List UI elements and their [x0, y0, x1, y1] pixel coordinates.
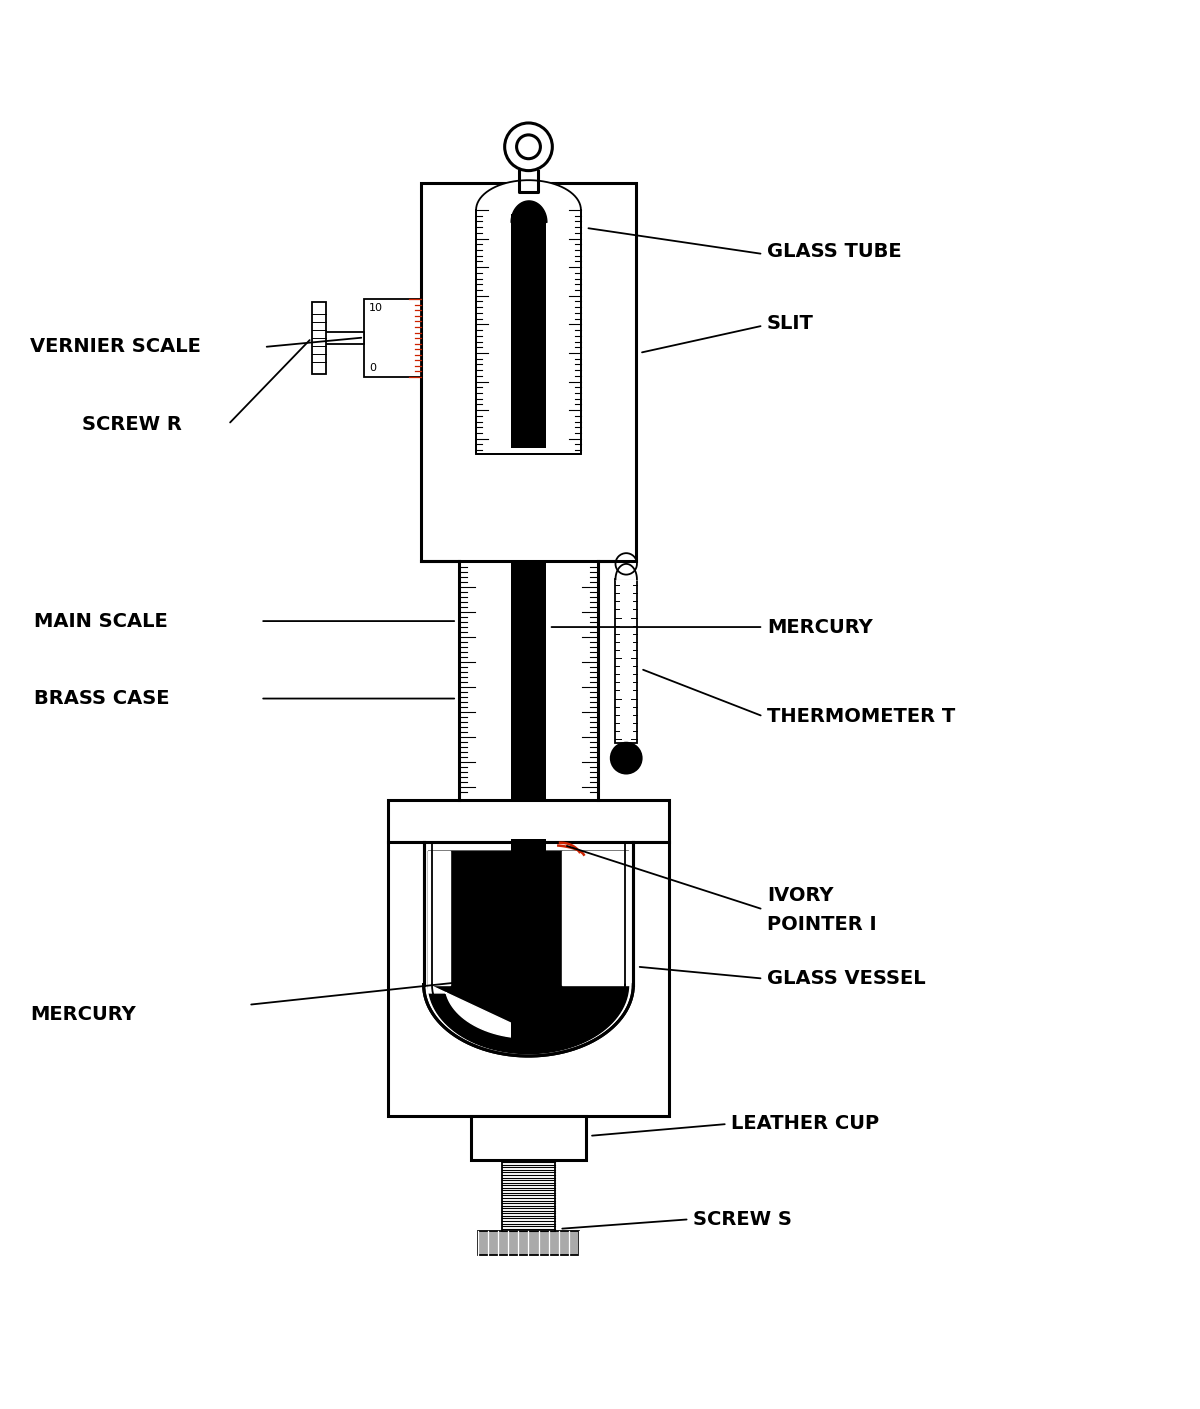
Text: GLASS VESSEL: GLASS VESSEL [767, 969, 925, 988]
FancyBboxPatch shape [511, 214, 546, 448]
FancyBboxPatch shape [388, 800, 670, 841]
Text: MERCURY: MERCURY [767, 617, 872, 637]
Text: SCREW R: SCREW R [82, 416, 181, 434]
FancyBboxPatch shape [511, 221, 546, 448]
Text: GLASS TUBE: GLASS TUBE [767, 242, 901, 261]
FancyBboxPatch shape [616, 579, 637, 743]
Text: VERNIER SCALE: VERNIER SCALE [30, 338, 202, 356]
Circle shape [516, 135, 540, 159]
FancyBboxPatch shape [319, 333, 364, 344]
Polygon shape [562, 851, 629, 985]
Text: POINTER I: POINTER I [767, 916, 876, 934]
Text: 0: 0 [368, 364, 376, 373]
Text: BRASS CASE: BRASS CASE [34, 689, 169, 709]
Text: 10: 10 [368, 303, 383, 313]
Text: SCREW S: SCREW S [692, 1210, 792, 1229]
Text: MAIN SCALE: MAIN SCALE [34, 612, 168, 631]
FancyBboxPatch shape [479, 1231, 578, 1255]
Text: MERCURY: MERCURY [30, 1005, 136, 1024]
Polygon shape [428, 985, 541, 1038]
FancyBboxPatch shape [511, 562, 546, 800]
FancyBboxPatch shape [511, 840, 546, 1050]
Polygon shape [428, 851, 629, 1054]
Text: THERMOMETER T: THERMOMETER T [767, 707, 955, 726]
FancyBboxPatch shape [364, 299, 421, 376]
FancyBboxPatch shape [476, 210, 581, 454]
Text: IVORY: IVORY [767, 886, 833, 905]
Circle shape [611, 743, 642, 774]
Circle shape [505, 123, 552, 170]
FancyBboxPatch shape [388, 841, 670, 1116]
Text: LEATHER CUP: LEATHER CUP [731, 1115, 880, 1133]
Text: SLIT: SLIT [767, 314, 814, 333]
FancyBboxPatch shape [312, 303, 326, 373]
FancyBboxPatch shape [421, 183, 636, 562]
Circle shape [616, 554, 637, 575]
Polygon shape [428, 851, 450, 985]
FancyBboxPatch shape [520, 841, 536, 1050]
FancyBboxPatch shape [472, 1116, 586, 1160]
